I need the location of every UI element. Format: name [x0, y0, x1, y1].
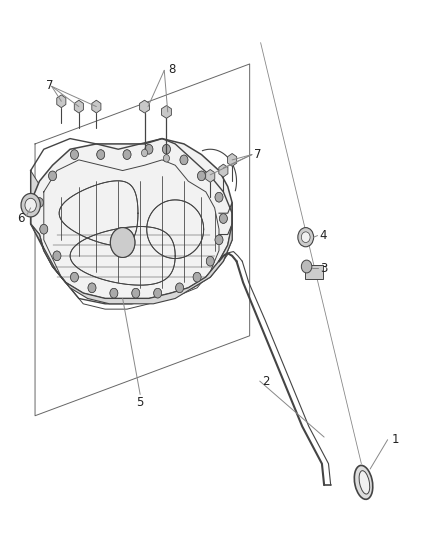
- Circle shape: [35, 198, 43, 207]
- Circle shape: [123, 150, 131, 159]
- Circle shape: [162, 144, 170, 154]
- Circle shape: [132, 288, 140, 298]
- Circle shape: [206, 256, 214, 266]
- Circle shape: [25, 198, 36, 212]
- Polygon shape: [31, 139, 232, 298]
- Circle shape: [301, 232, 310, 243]
- Circle shape: [180, 155, 188, 165]
- Circle shape: [40, 224, 48, 234]
- Circle shape: [193, 272, 201, 282]
- Circle shape: [71, 150, 78, 159]
- Circle shape: [215, 235, 223, 245]
- Text: 2: 2: [262, 375, 269, 387]
- Polygon shape: [219, 164, 228, 177]
- Circle shape: [71, 272, 78, 282]
- Circle shape: [215, 192, 223, 202]
- Circle shape: [219, 214, 227, 223]
- Circle shape: [219, 214, 227, 223]
- Polygon shape: [74, 100, 83, 113]
- Circle shape: [88, 283, 96, 293]
- Circle shape: [110, 288, 118, 298]
- Polygon shape: [206, 169, 215, 182]
- Circle shape: [21, 193, 40, 217]
- Circle shape: [301, 260, 312, 273]
- Circle shape: [53, 251, 61, 261]
- Circle shape: [298, 228, 314, 247]
- Polygon shape: [92, 100, 101, 113]
- Text: 7: 7: [254, 148, 261, 161]
- Circle shape: [49, 171, 57, 181]
- Circle shape: [97, 150, 105, 159]
- Polygon shape: [228, 154, 237, 166]
- Circle shape: [71, 272, 78, 282]
- FancyBboxPatch shape: [305, 265, 323, 279]
- Circle shape: [198, 171, 205, 181]
- Circle shape: [180, 155, 188, 165]
- Circle shape: [49, 171, 57, 181]
- Text: 8: 8: [169, 63, 176, 76]
- Circle shape: [35, 198, 43, 207]
- Circle shape: [145, 144, 153, 154]
- Text: 1: 1: [392, 433, 399, 446]
- Circle shape: [206, 256, 214, 266]
- Polygon shape: [53, 181, 210, 304]
- Circle shape: [53, 251, 61, 261]
- Circle shape: [193, 272, 201, 282]
- Circle shape: [71, 150, 78, 159]
- Polygon shape: [57, 95, 66, 108]
- Circle shape: [97, 150, 105, 159]
- Polygon shape: [162, 106, 171, 118]
- Circle shape: [110, 288, 118, 298]
- Polygon shape: [31, 171, 44, 240]
- Circle shape: [123, 150, 131, 159]
- Circle shape: [154, 288, 162, 298]
- Polygon shape: [140, 100, 149, 113]
- Circle shape: [163, 155, 170, 162]
- Circle shape: [88, 283, 96, 293]
- Circle shape: [40, 224, 48, 234]
- Text: 5: 5: [137, 396, 144, 409]
- Circle shape: [162, 144, 170, 154]
- Circle shape: [110, 228, 135, 257]
- Circle shape: [110, 228, 135, 257]
- Circle shape: [198, 171, 205, 181]
- Polygon shape: [31, 224, 232, 304]
- Circle shape: [215, 192, 223, 202]
- Circle shape: [132, 288, 140, 298]
- Circle shape: [176, 283, 184, 293]
- Ellipse shape: [354, 465, 373, 499]
- Text: 6: 6: [18, 212, 25, 225]
- Polygon shape: [44, 192, 219, 304]
- Circle shape: [176, 283, 184, 293]
- Circle shape: [141, 149, 148, 157]
- Text: 7: 7: [46, 79, 53, 92]
- Circle shape: [154, 288, 162, 298]
- Text: 3: 3: [320, 262, 327, 274]
- Circle shape: [215, 235, 223, 245]
- Ellipse shape: [359, 471, 370, 494]
- Text: 4: 4: [320, 229, 327, 242]
- Circle shape: [145, 144, 153, 154]
